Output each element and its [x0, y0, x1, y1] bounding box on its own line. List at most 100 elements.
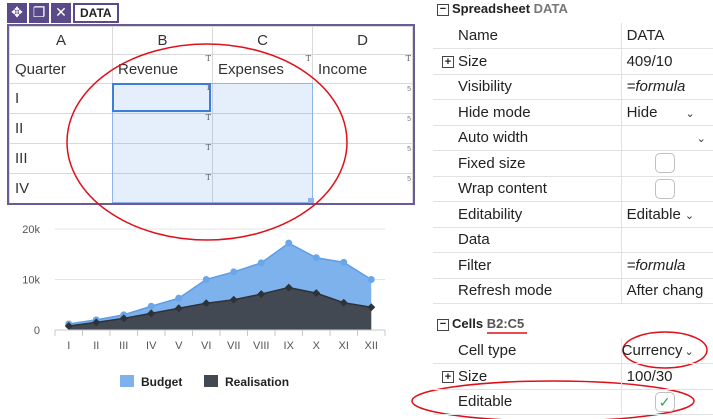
copy-icon[interactable]: ❐ — [29, 3, 49, 23]
fill-handle[interactable] — [308, 198, 314, 203]
cell-text: Quarter — [15, 60, 66, 78]
prop-label: Auto width — [433, 125, 622, 151]
prop-label: Visibility — [433, 74, 622, 100]
spreadsheet-section-title[interactable]: − Spreadsheet DATA — [437, 1, 568, 16]
editable-checkbox[interactable]: ✓ — [654, 391, 675, 412]
cell-d4[interactable]: 5 — [312, 143, 413, 174]
cell-text: Revenue — [118, 60, 179, 78]
column-header-d[interactable]: D — [312, 26, 413, 55]
move-icon[interactable]: ✥ — [7, 3, 27, 23]
name-field[interactable]: DATA — [621, 23, 713, 49]
y-tick-label: 0 — [34, 325, 40, 337]
cell-type-select[interactable]: Currency ⌄ — [621, 338, 713, 364]
refresh-mode-select[interactable]: After chang — [621, 278, 713, 304]
select-value: Editable — [626, 205, 681, 223]
prop-row-cell-size: + Size 100/30 — [433, 363, 713, 390]
prop-row-data: Data — [433, 227, 713, 253]
cell-text: Income — [318, 60, 368, 78]
prop-row-filter: Filter =formula — [433, 252, 713, 279]
hide-mode-select[interactable]: Hide ⌄ — [621, 99, 713, 126]
x-tick-label: IX — [284, 340, 295, 352]
spreadsheet-properties: Name DATA + Size 409/10 Visibility =formu… — [433, 23, 713, 304]
number-marker-icon: 5 — [407, 176, 411, 183]
point-realisation — [147, 309, 156, 318]
x-tick-label: VII — [227, 340, 240, 352]
active-cell[interactable] — [112, 83, 211, 112]
size-field[interactable]: 409/10 — [621, 48, 713, 75]
expand-icon[interactable]: + — [442, 370, 454, 383]
cell-c1[interactable]: T Expenses — [212, 54, 313, 84]
auto-width-select[interactable]: ⌄ — [621, 125, 713, 151]
editability-select[interactable]: Editable ⌄ — [621, 201, 713, 228]
select-value: Currency — [621, 342, 683, 359]
cell-d2[interactable]: 5 — [312, 83, 413, 114]
prop-label: Cell type — [433, 338, 622, 364]
collapse-icon[interactable]: − — [437, 3, 449, 16]
cell-a1[interactable]: Quarter — [9, 54, 113, 84]
column-header-b[interactable]: B — [112, 26, 213, 55]
cell-a2[interactable]: I — [9, 83, 113, 114]
cell-a5[interactable]: IV — [9, 173, 113, 203]
x-tick-label: VIII — [253, 340, 270, 352]
fixed-size-checkbox[interactable] — [654, 153, 675, 174]
cell-a4[interactable]: III — [9, 143, 113, 174]
prop-label: Refresh mode — [433, 278, 622, 304]
legend-label-budget[interactable]: Budget — [141, 375, 183, 389]
point-budget — [285, 239, 293, 247]
prop-row-wrap-content: Wrap content — [433, 176, 713, 202]
prop-row-editable: Editable ✓ — [433, 389, 713, 415]
cell-d1[interactable]: T Income — [312, 54, 413, 84]
cells-section-title[interactable]: − Cells B2:C5 — [437, 316, 524, 331]
spreadsheet[interactable]: A B C D Quarter T Revenue T Expenses T Inco… — [7, 24, 415, 205]
chevron-down-icon: ⌄ — [684, 209, 695, 222]
widget-label: DATA — [73, 3, 119, 23]
point-realisation — [119, 314, 128, 323]
wrap-content-checkbox[interactable] — [654, 178, 675, 199]
prop-row-hide-mode: Hide mode Hide ⌄ — [433, 99, 713, 126]
prop-row-auto-width: Auto width ⌄ — [433, 125, 713, 151]
data-field[interactable] — [621, 227, 713, 253]
prop-label: Filter — [433, 252, 622, 279]
close-icon[interactable]: ✕ — [51, 3, 71, 23]
x-tick-label: VI — [201, 340, 211, 352]
visibility-formula-field[interactable]: =formula — [621, 74, 713, 100]
prop-label: Wrap content — [433, 176, 622, 202]
legend-label-realisation[interactable]: Realisation — [225, 375, 290, 389]
x-tick-label: X — [313, 340, 321, 352]
filter-formula-field[interactable]: =formula — [621, 252, 713, 279]
prop-label[interactable]: + Size — [433, 48, 622, 75]
prop-row-name: Name DATA — [433, 23, 713, 49]
point-realisation — [229, 295, 238, 304]
prop-label[interactable]: + Size — [433, 363, 622, 390]
column-header-a[interactable]: A — [9, 26, 113, 55]
cell-d5[interactable]: 5 — [312, 173, 413, 203]
point-realisation — [367, 303, 376, 312]
point-budget — [340, 258, 348, 266]
prop-row-fixed-size: Fixed size — [433, 150, 713, 177]
cell-text: II — [15, 120, 24, 137]
cell-text: Expenses — [218, 60, 284, 78]
point-budget — [367, 276, 375, 283]
x-tick-label: I — [67, 340, 70, 352]
cell-d3[interactable]: 5 — [312, 113, 413, 144]
y-tick-label: 10k — [22, 275, 40, 287]
cell-b1[interactable]: T Revenue — [112, 54, 213, 84]
prop-label-text: Size — [458, 367, 488, 385]
prop-label-text: Size — [458, 52, 488, 70]
prop-label: Data — [433, 227, 622, 253]
cell-a3[interactable]: II — [9, 113, 113, 144]
chevron-down-icon: ⌄ — [696, 133, 706, 146]
point-realisation — [202, 299, 211, 308]
cells-properties: Cell type Currency ⌄ + Size 100/30 Editabl… — [433, 338, 713, 415]
collapse-icon[interactable]: − — [437, 318, 449, 331]
point-realisation — [339, 298, 348, 307]
cell-size-field[interactable]: 100/30 — [621, 363, 713, 390]
cell-text: III — [15, 150, 28, 167]
line-budget — [68, 242, 372, 325]
column-header-c[interactable]: C — [212, 26, 313, 55]
point-realisation — [174, 304, 183, 313]
point-budget — [312, 254, 320, 262]
prop-label: Editability — [433, 201, 622, 228]
point-realisation — [284, 283, 293, 292]
expand-icon[interactable]: + — [442, 55, 454, 68]
